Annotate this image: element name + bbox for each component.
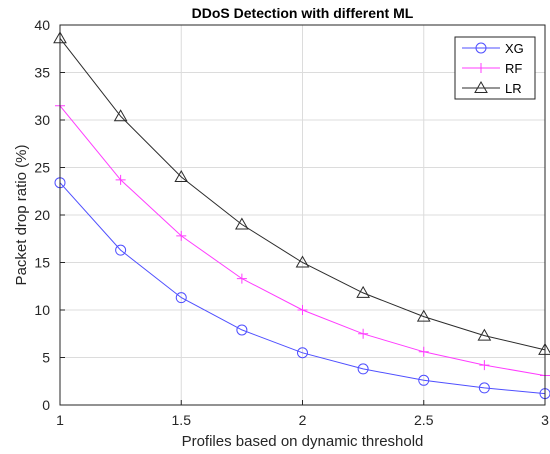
- series-lr: [53, 31, 550, 355]
- data-point-rf: [297, 305, 308, 315]
- x-tick-label: 3: [541, 412, 549, 428]
- y-tick-label: 20: [34, 207, 50, 223]
- data-point-lr: [174, 169, 189, 182]
- data-point-xg: [236, 324, 248, 336]
- data-point-lr: [416, 309, 431, 322]
- data-point-rf: [358, 328, 369, 339]
- chart-title: DDoS Detection with different ML: [192, 5, 414, 21]
- data-point-xg: [175, 292, 187, 304]
- legend-label-xg: XG: [505, 41, 524, 56]
- x-tick-label: 2.5: [414, 412, 434, 428]
- x-tick-label: 1: [56, 412, 64, 428]
- data-point-lr: [356, 285, 370, 298]
- legend-marker-lr: [474, 80, 488, 93]
- data-point-xg: [418, 374, 430, 386]
- data-point-rf: [479, 360, 490, 371]
- y-tick-label: 25: [34, 160, 50, 176]
- data-point-rf: [418, 346, 429, 357]
- x-tick-label: 1.5: [172, 412, 192, 428]
- y-tick-label: 0: [42, 397, 50, 413]
- series-line-lr: [59, 37, 546, 351]
- legend-marker-rf: [476, 63, 486, 73]
- data-point-xg: [115, 244, 127, 256]
- data-point-lr: [235, 217, 249, 230]
- data-point-rf: [236, 273, 247, 284]
- data-point-lr: [477, 328, 492, 341]
- data-point-rf: [115, 174, 126, 185]
- y-tick-label: 30: [34, 112, 50, 128]
- y-axis-label: Packet drop ratio (%): [13, 145, 30, 286]
- x-axis-label: Profiles based on dynamic threshold: [182, 433, 424, 450]
- data-point-lr: [295, 255, 310, 268]
- data-point-lr: [113, 109, 128, 122]
- data-point-rf: [176, 230, 187, 241]
- data-point-xg: [357, 363, 369, 375]
- legend-marker-xg: [475, 42, 487, 54]
- y-tick-label: 5: [42, 350, 50, 366]
- series-rf: [55, 100, 550, 381]
- data-point-xg: [297, 347, 308, 359]
- y-tick-label: 15: [34, 255, 50, 271]
- y-tick-label: 10: [34, 302, 50, 318]
- y-tick-label: 40: [34, 17, 50, 33]
- x-tick-label: 2: [299, 412, 307, 428]
- y-tick-label: 35: [34, 65, 50, 81]
- series-line-xg: [59, 182, 546, 395]
- legend: XG RF LR: [454, 36, 536, 100]
- series-xg: [54, 177, 550, 400]
- legend-label-lr: LR: [505, 81, 522, 96]
- data-point-xg: [478, 382, 490, 394]
- series-layer: [53, 31, 550, 400]
- legend-label-rf: RF: [505, 61, 522, 76]
